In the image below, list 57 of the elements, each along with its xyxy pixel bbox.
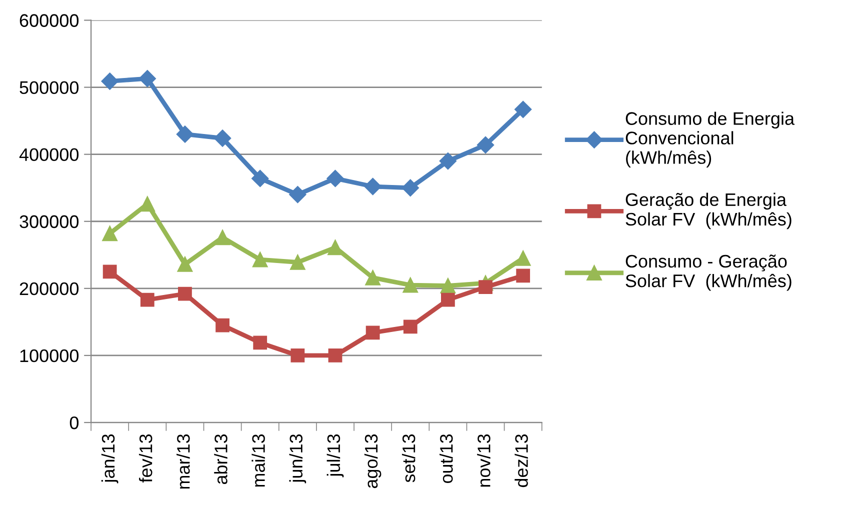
x-tick-label: jun/13	[289, 434, 306, 484]
point	[253, 336, 268, 350]
point	[140, 196, 156, 212]
point	[140, 292, 154, 307]
y-tick-label: 0	[70, 416, 79, 430]
point	[176, 126, 194, 143]
x-tick-label: nov/13	[477, 434, 490, 487]
y-tick-label: 400000	[19, 148, 79, 162]
y-tick-label: 100000	[20, 349, 79, 362]
point	[214, 230, 230, 246]
x-tick-label: jul/13	[326, 434, 344, 478]
point	[138, 70, 156, 88]
point	[290, 348, 305, 362]
point	[403, 320, 418, 334]
point	[515, 250, 531, 266]
y-tick-label: 300000	[20, 215, 79, 228]
x-tick-label: mar/13	[176, 434, 190, 489]
x-tick-label: set/13	[402, 434, 416, 482]
point	[178, 286, 192, 301]
point	[252, 252, 268, 268]
x-tick-label: fev/13	[138, 434, 152, 483]
point	[289, 186, 306, 204]
legend-label: Geração de Energia Solar FV (kWh/mês)	[626, 192, 792, 230]
point	[402, 179, 419, 196]
x-tick-label: jan/13	[101, 434, 118, 484]
point	[441, 292, 455, 307]
point	[366, 326, 380, 340]
point	[216, 318, 230, 332]
legend-label: Consumo - Geração Solar FV (kWh/mês)	[626, 254, 792, 291]
point	[439, 152, 456, 170]
point	[290, 254, 306, 270]
point	[364, 178, 382, 196]
point	[402, 277, 418, 293]
point	[102, 226, 118, 242]
point	[365, 270, 380, 286]
point	[102, 264, 117, 279]
point	[328, 240, 343, 256]
point	[214, 130, 232, 147]
point	[252, 170, 269, 188]
x-tick-label: out/13	[440, 434, 453, 484]
point	[440, 278, 456, 294]
x-tick-label: mai/13	[252, 434, 265, 487]
point	[177, 256, 193, 272]
point	[514, 100, 532, 118]
x-tick-label: dez/13	[514, 434, 528, 488]
point	[326, 170, 344, 188]
point	[478, 280, 492, 294]
point	[516, 268, 530, 283]
y-tick-label: 600000	[20, 14, 79, 27]
x-tick-label: ago/13	[364, 434, 382, 488]
point	[328, 348, 342, 362]
point	[476, 136, 494, 154]
point	[101, 72, 118, 90]
x-tick-label: abr/13	[214, 434, 228, 484]
legend-label: Consumo de Energia Convencional (kWh/mês)	[626, 112, 795, 168]
y-tick-label: 200000	[20, 282, 79, 296]
y-tick-label: 500000	[20, 81, 79, 94]
